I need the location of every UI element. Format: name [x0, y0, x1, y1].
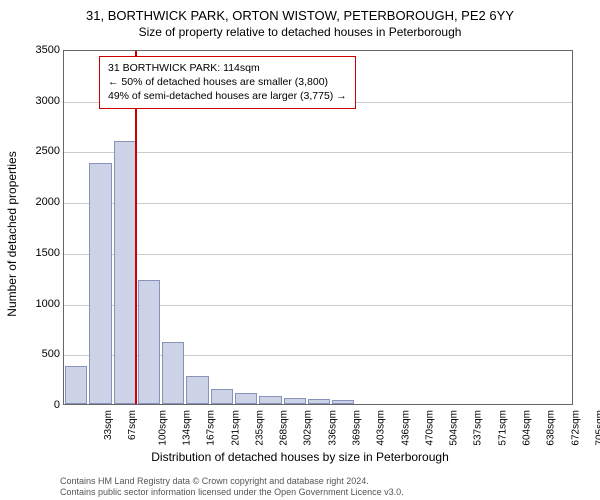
grid-line [64, 254, 572, 255]
grid-line [64, 203, 572, 204]
x-tick-label: 571sqm [497, 410, 508, 446]
annotation-box: 31 BORTHWICK PARK: 114sqm← 50% of detach… [99, 56, 356, 109]
y-tick-label: 3500 [36, 44, 60, 56]
footer-copyright-2: Contains public sector information licen… [60, 487, 404, 497]
x-tick-label: 470sqm [424, 410, 435, 446]
histogram-bar [235, 393, 257, 404]
x-tick-label: 537sqm [473, 410, 484, 446]
histogram-bar [138, 280, 160, 404]
x-tick-label: 33sqm [103, 410, 114, 440]
x-tick-label: 67sqm [127, 410, 138, 440]
x-tick-label: 638sqm [546, 410, 557, 446]
annotation-line2: ← 50% of detached houses are smaller (3,… [108, 75, 347, 89]
y-axis-label: Number of detached properties [5, 151, 19, 316]
y-tick-label: 3000 [36, 95, 60, 107]
x-tick-label: 504sqm [449, 410, 460, 446]
histogram-bar [186, 376, 208, 404]
annotation-line3: 49% of semi-detached houses are larger (… [108, 89, 347, 103]
x-tick-label: 403sqm [376, 410, 387, 446]
x-tick-label: 268sqm [279, 410, 290, 446]
y-tick-label: 500 [42, 348, 60, 360]
x-tick-label: 134sqm [182, 410, 193, 446]
y-tick-label: 2500 [36, 145, 60, 157]
x-tick-label: 167sqm [206, 410, 217, 446]
annotation-line1: 31 BORTHWICK PARK: 114sqm [108, 61, 347, 75]
histogram-bar [332, 400, 354, 404]
y-tick-label: 0 [54, 399, 60, 411]
grid-line [64, 152, 572, 153]
chart-title-main: 31, BORTHWICK PARK, ORTON WISTOW, PETERB… [0, 0, 600, 23]
x-tick-label: 235sqm [254, 410, 265, 446]
histogram-bar [284, 398, 306, 404]
x-tick-label: 672sqm [570, 410, 581, 446]
footer-copyright-1: Contains HM Land Registry data © Crown c… [60, 476, 369, 486]
x-tick-label: 100sqm [157, 410, 168, 446]
histogram-bar [211, 389, 233, 404]
x-tick-label: 369sqm [352, 410, 363, 446]
y-tick-label: 2000 [36, 196, 60, 208]
histogram-bar [65, 366, 87, 404]
histogram-bar [114, 141, 136, 404]
histogram-bar [89, 163, 111, 404]
x-tick-label: 201sqm [230, 410, 241, 446]
x-tick-label: 336sqm [327, 410, 338, 446]
x-tick-label: 302sqm [303, 410, 314, 446]
x-axis-label: Distribution of detached houses by size … [0, 450, 600, 464]
x-tick-label: 436sqm [400, 410, 411, 446]
x-tick-label: 705sqm [594, 410, 600, 446]
y-tick-label: 1000 [36, 298, 60, 310]
chart-title-sub: Size of property relative to detached ho… [0, 23, 600, 39]
x-tick-label: 604sqm [522, 410, 533, 446]
histogram-bar [259, 396, 281, 404]
chart-plot-area: 31 BORTHWICK PARK: 114sqm← 50% of detach… [63, 50, 573, 405]
histogram-bar [308, 399, 330, 404]
y-tick-label: 1500 [36, 247, 60, 259]
histogram-bar [162, 342, 184, 404]
